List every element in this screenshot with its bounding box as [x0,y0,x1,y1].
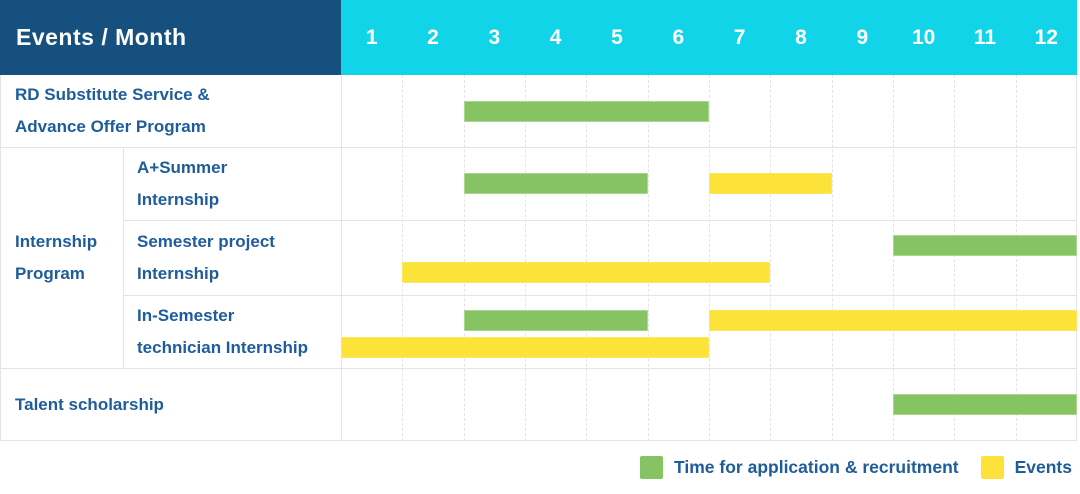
legend-label-yellow: Events [1014,456,1072,477]
row-label-5: Talent scholarship [0,368,341,441]
month-gridline [709,75,710,441]
bar-green-m3-m6 [463,100,709,122]
legend-swatch-yellow [980,455,1004,479]
row-label-3-line: Semester project [137,231,275,251]
legend-label-green: Time for application & recruitment [674,456,959,477]
legend-swatch-green [640,455,664,479]
month-header-8: 8 [795,25,807,49]
row-divider [123,295,1077,296]
legend: Time for application & recruitment Events [640,452,1072,482]
row-label-2-line: A+Summer [137,157,228,177]
group-label-internship-program-line: Program [15,263,85,283]
row-label-1-line: Advance Offer Program [15,117,206,136]
row-label-2-line: Internship [137,189,220,209]
label-column-divider [341,75,342,441]
month-header-7: 7 [733,25,746,49]
month-header-9: 9 [856,25,869,49]
bar-yellow-m1-m6 [341,337,709,358]
month-header-1: 1 [365,25,378,49]
month-header-12: 12 [1034,25,1058,49]
bar-yellow-m7-m12 [709,310,1077,331]
legend-item-yellow: Events [980,455,1072,479]
row-label-4: In-Semester technician Internship [123,295,341,368]
months-header-row: 1 2 3 4 5 6 7 8 9 10 11 12 [341,0,1077,75]
row-label-5-line: Talent scholarship [15,394,164,414]
month-header-3: 3 [488,25,501,49]
row-label-3-line: Internship [137,263,220,283]
month-gridline [402,75,403,441]
row-label-1-line: RD Substitute Service & [15,85,210,104]
month-header-10: 10 [911,25,936,49]
bar-yellow-m7-m8 [709,173,832,194]
row-label-4-line: technician Internship [137,337,308,357]
table-body [0,75,1077,441]
month-gridline [525,75,526,441]
month-gridline [648,75,649,441]
row-label-2: A+Summer Internship [123,147,341,220]
bar-green-m10-m12 [893,394,1077,415]
bar-yellow-m2-m7 [402,262,771,283]
month-gridline [954,75,955,441]
table-header-label: Events / Month [0,0,341,75]
bar-green-m3-m5 [463,173,648,194]
group-label-internship-program: Internship Program [0,147,123,368]
month-gridline [464,75,465,441]
row-divider [0,147,1077,148]
row-divider [123,220,1077,221]
month-gridline [586,75,587,441]
legend-item-green: Time for application & recruitment [640,455,959,479]
row-label-3: Semester project Internship [123,220,341,295]
row-label-1: RD Substitute Service & Advance Offer Pro… [0,75,341,147]
month-header-2: 2 [427,25,439,49]
bar-green-m10-m12 [893,235,1077,256]
month-header-6: 6 [672,25,685,49]
month-gridline [893,75,894,441]
row-divider [0,368,1077,369]
month-gridline [770,75,771,441]
month-header-5: 5 [611,25,623,49]
month-header-11: 11 [973,25,997,49]
month-gridline [1016,75,1017,441]
group-label-internship-program-line: Internship [15,231,98,251]
group-column-divider [123,147,124,368]
row-label-4-line: In-Semester [137,305,235,325]
bar-green-m3-m5 [463,310,648,331]
month-header-4: 4 [549,25,562,49]
month-gridline [832,75,833,441]
